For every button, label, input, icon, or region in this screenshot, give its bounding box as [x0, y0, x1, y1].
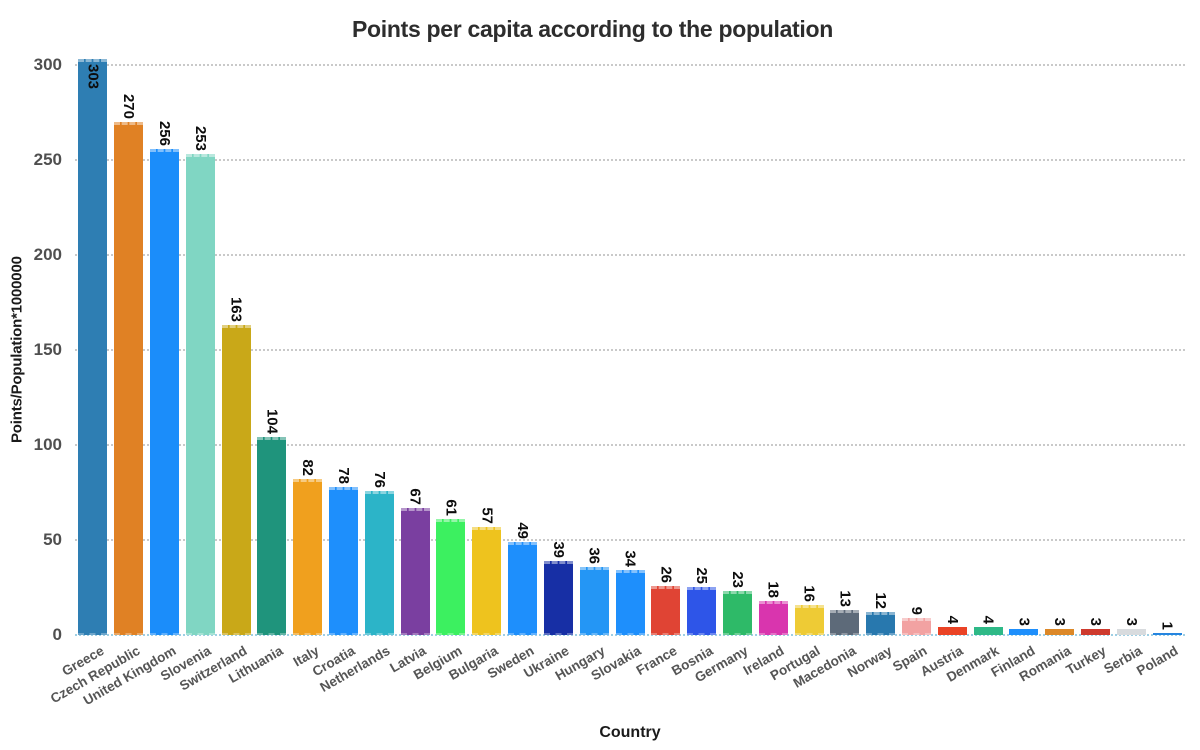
y-tick-label: 100 [33, 435, 62, 454]
bar-switzerland [221, 325, 251, 635]
bar-value-label: 39 [549, 541, 567, 558]
bar-united-kingdom [150, 149, 180, 635]
bar-norway [866, 612, 896, 635]
x-axis-line [75, 634, 1185, 636]
bar-value-label: 1 [1158, 621, 1176, 630]
bar-value-label: 163 [227, 296, 245, 322]
x-axis-title: Country [599, 724, 661, 741]
bar-macedonia [830, 610, 860, 635]
bar-turkey [1080, 629, 1110, 635]
bar-poland [1152, 633, 1182, 635]
bar-value-label: 34 [621, 550, 639, 567]
bar-value-label: 26 [657, 566, 675, 583]
y-tick-label: 150 [33, 340, 62, 359]
bar-spain [901, 618, 931, 635]
gridline [75, 159, 1185, 161]
bar-italy [293, 479, 323, 635]
bar-netherlands [364, 491, 394, 635]
gridline [75, 64, 1185, 66]
gridline [75, 444, 1185, 446]
bar-value-label: 18 [764, 581, 782, 598]
bar-bulgaria [472, 527, 502, 635]
bar-austria [937, 627, 967, 635]
bar-value-label: 36 [585, 547, 603, 564]
gridline [75, 254, 1185, 256]
bar-value-label: 3 [1051, 617, 1069, 626]
bar-value-label: 4 [979, 615, 997, 624]
y-tick-label: 0 [52, 625, 62, 644]
bar-greece [78, 59, 108, 635]
y-tick-label: 300 [33, 55, 62, 74]
bar-value-label: 78 [335, 467, 353, 484]
bar-value-label: 76 [370, 471, 388, 488]
bar-value-label: 9 [907, 606, 925, 615]
bar-belgium [436, 519, 466, 635]
bar-czech-republic [114, 122, 144, 635]
y-tick-label: 50 [43, 530, 62, 549]
bar-value-label: 253 [191, 125, 209, 151]
bar-ireland [758, 601, 788, 635]
bar-value-label: 82 [299, 459, 317, 476]
bar-value-label: 61 [442, 499, 460, 516]
gridline [75, 539, 1185, 541]
bar-value-label: 4 [943, 615, 961, 624]
bar-latvia [400, 508, 430, 635]
bar-value-label: 3 [1122, 617, 1140, 626]
bar-romania [1045, 629, 1075, 635]
bar-value-label: 25 [693, 567, 711, 584]
bar-value-label: 23 [728, 571, 746, 588]
bar-croatia [329, 487, 359, 635]
bar-hungary [579, 567, 609, 635]
bar-portugal [794, 605, 824, 635]
bar-france [651, 586, 681, 635]
bar-value-label: 3 [1015, 617, 1033, 626]
y-tick-label: 200 [33, 245, 62, 264]
bar-slovakia [615, 570, 645, 635]
bar-value-label: 57 [478, 507, 496, 524]
bar-value-label: 12 [872, 592, 890, 609]
bar-value-label: 256 [156, 120, 174, 146]
bar-germany [722, 591, 752, 635]
bar-value-label: 13 [836, 590, 854, 607]
bar-value-label: 104 [263, 408, 281, 434]
bar-value-label: 303 [84, 64, 102, 90]
bar-value-label: 3 [1086, 617, 1104, 626]
gridline [75, 349, 1185, 351]
bar-sweden [508, 542, 538, 635]
bar-finland [1009, 629, 1039, 635]
bar-lithuania [257, 437, 287, 635]
bar-ukraine [543, 561, 573, 635]
bar-denmark [973, 627, 1003, 635]
bar-slovenia [185, 154, 215, 635]
bar-value-label: 67 [406, 488, 424, 505]
y-tick-label: 250 [33, 150, 62, 169]
bar-value-label: 16 [800, 585, 818, 602]
bar-value-label: 49 [514, 522, 532, 539]
chart-title: Points per capita according to the popul… [351, 16, 834, 42]
bar-value-label: 270 [120, 93, 138, 119]
bar-bosnia [687, 587, 717, 635]
bar-serbia [1116, 629, 1146, 635]
